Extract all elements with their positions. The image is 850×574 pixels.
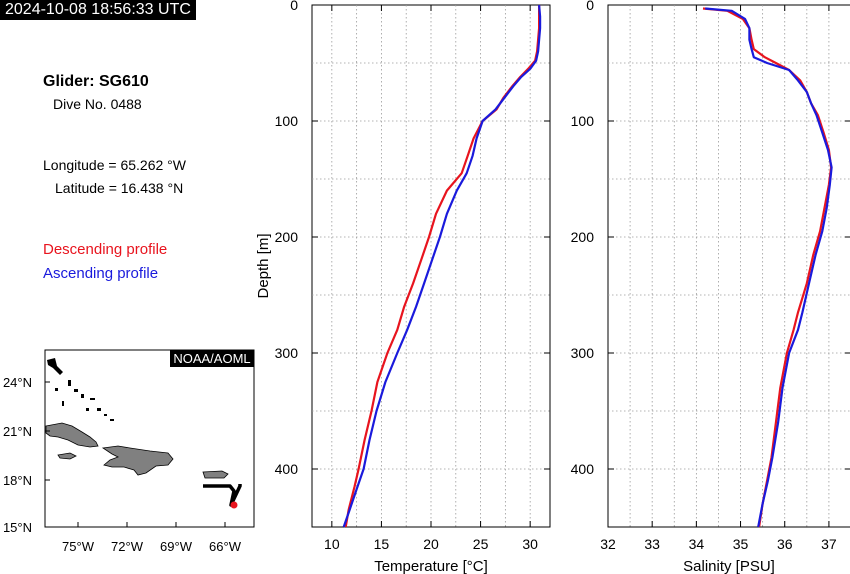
salinity-x-tick-label: 33: [644, 536, 660, 552]
map-lon-ticks: 75°W 72°W 69°W 66°W: [62, 539, 242, 554]
salinity-y-tick-label: 300: [571, 345, 595, 361]
salinity-y-tick-label: 400: [571, 461, 595, 477]
temperature-x-tick-label: 20: [423, 536, 439, 552]
location-map: NOAA/AOML 24°N 21°N 18°N 15°N 75°W 72°W …: [3, 349, 255, 554]
map-lat-tick: 18°N: [3, 473, 32, 488]
ascending-profile-line: [342, 4, 542, 528]
salinity-x-tick-label: 34: [689, 536, 705, 552]
map-lon-tick: 69°W: [160, 539, 193, 554]
salinity-x-tick-label: 37: [821, 536, 837, 552]
cuba-landmass: [45, 422, 99, 448]
glider-track: [203, 484, 242, 507]
map-tick-marks: [45, 381, 226, 527]
salinity-y-tick-label: 200: [571, 229, 595, 245]
temperature-x-tick-label: 30: [522, 536, 538, 552]
temperature-x-tick-label: 15: [374, 536, 390, 552]
glider-title: Glider: SG610: [43, 73, 149, 90]
temperature-y-tick-label: 0: [290, 0, 298, 13]
legend-descending: Descending profile: [43, 241, 168, 258]
salinity-grid: [608, 5, 850, 527]
temperature-series: [342, 4, 542, 528]
map-lat-tick: 21°N: [3, 424, 32, 439]
hispaniola-landmass: [101, 445, 174, 476]
salinity-x-tick-label: 35: [733, 536, 749, 552]
temperature-y-tick-label: 300: [275, 345, 299, 361]
map-lon-tick: 66°W: [209, 539, 242, 554]
temperature-y-tick-label: 200: [275, 229, 299, 245]
temperature-xlabel: Temperature [°C]: [374, 558, 488, 574]
temperature-x-tick-label: 10: [324, 536, 340, 552]
salinity-series: [702, 7, 833, 528]
map-lon-tick: 75°W: [62, 539, 95, 554]
latitude-label: Latitude = 16.438 °N: [55, 180, 184, 196]
map-lat-tick: 24°N: [3, 375, 32, 390]
salinity-y-tick-label: 0: [586, 0, 594, 13]
glider-position-marker: [230, 501, 238, 509]
map-credit: NOAA/AOML: [173, 351, 250, 366]
salinity-chart: 32 33 34 35 36 37 0 100 200 300 400 Salinity [PSU]: [571, 0, 850, 574]
salinity-ticks: 32 33 34 35 36 37 0 100 200 300 400: [571, 0, 850, 552]
timestamp-label: 2024-10-08 18:56:33 UTC: [0, 0, 196, 20]
ascending-profile-line: [705, 7, 833, 528]
temperature-y-tick-label: 100: [275, 113, 299, 129]
puerto-rico-landmass: [202, 470, 229, 479]
temperature-x-tick-label: 25: [473, 536, 489, 552]
depth-ylabel: Depth [m]: [255, 233, 272, 298]
dive-number: Dive No. 0488: [53, 96, 142, 112]
salinity-x-tick-label: 36: [777, 536, 793, 552]
salinity-xlabel: Salinity [PSU]: [683, 558, 775, 574]
map-lat-ticks: 24°N 21°N 18°N 15°N: [3, 375, 32, 535]
bahamas-islands: [47, 358, 114, 421]
temperature-y-tick-label: 400: [275, 461, 299, 477]
map-credit-background: [170, 350, 254, 367]
legend-ascending: Ascending profile: [43, 265, 159, 282]
map-lon-tick: 72°W: [111, 539, 144, 554]
salinity-y-tick-label: 100: [571, 113, 595, 129]
map-lat-tick: 15°N: [3, 520, 32, 535]
salinity-x-tick-label: 32: [600, 536, 616, 552]
jamaica-landmass: [57, 452, 77, 460]
longitude-label: Longitude = 65.262 °W: [43, 157, 186, 173]
